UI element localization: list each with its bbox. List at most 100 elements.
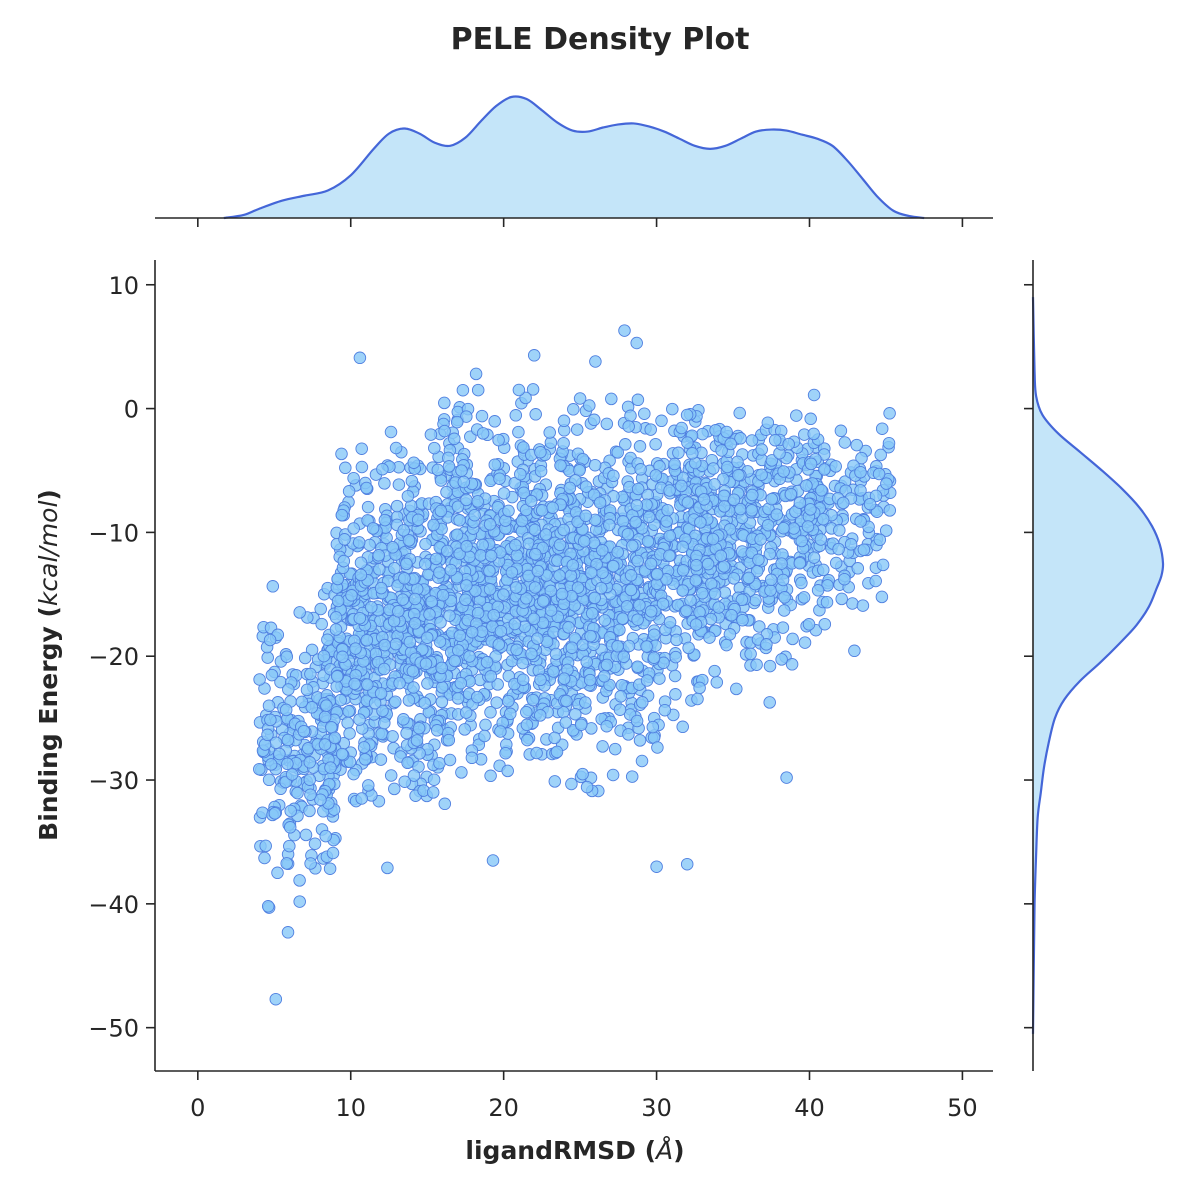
scatter-point: [755, 443, 768, 456]
scatter-point: [438, 396, 451, 410]
main-axes: 0 10 20 30 40 50 10 0 −10 −20 −30 −40 −50: [88, 260, 993, 1122]
scatter-point: [512, 425, 525, 439]
scatter-point: [776, 621, 790, 634]
scatter-point: [829, 460, 842, 473]
scatter-point: [630, 499, 644, 512]
scatter-point: [565, 777, 578, 791]
scatter-point: [613, 623, 626, 637]
scatter-point: [736, 613, 749, 627]
scatter-point: [633, 598, 646, 612]
scatter-point: [282, 683, 295, 696]
scatter-point: [400, 726, 413, 740]
scatter-point: [817, 563, 830, 577]
scatter-point: [818, 463, 831, 476]
scatter-point: [536, 594, 550, 608]
scatter-point: [499, 746, 512, 760]
scatter-point-outlier: [281, 926, 295, 939]
scatter-point: [471, 383, 485, 397]
scatter-point: [776, 573, 790, 587]
scatter-point: [782, 437, 795, 451]
scatter-point: [427, 518, 440, 532]
scatter-point: [549, 647, 563, 661]
scatter-point: [389, 637, 403, 651]
y-kde-fill: [1033, 297, 1164, 1034]
scatter-point: [314, 793, 327, 806]
scatter-point: [440, 485, 453, 499]
scatter-point: [398, 775, 411, 788]
scatter-point: [661, 503, 674, 517]
scatter-point: [680, 408, 694, 422]
scatter-point: [583, 399, 596, 412]
scatter-point: [376, 462, 389, 476]
scatter-point: [834, 424, 848, 438]
x-axis-label: ligandRMSD (Å): [465, 1136, 684, 1165]
scatter-point: [435, 695, 449, 709]
scatter-point: [646, 720, 660, 734]
scatter-point: [635, 754, 649, 768]
scatter-point: [474, 549, 487, 562]
scatter-point: [525, 647, 538, 661]
scatter-point: [649, 437, 662, 451]
scatter-point: [837, 496, 850, 510]
scatter-point: [326, 846, 340, 860]
scatter-point: [262, 699, 276, 712]
scatter-point: [795, 534, 808, 548]
scatter-point: [366, 522, 380, 535]
scatter-point: [300, 683, 314, 697]
scatter-point: [319, 829, 332, 843]
scatter-point: [517, 441, 530, 454]
right-marginal-kde: [1024, 260, 1165, 1071]
scatter-point: [567, 403, 580, 416]
scatter-point: [378, 513, 392, 527]
scatter-point: [259, 839, 272, 853]
scatter-point: [656, 597, 670, 611]
scatter-point: [584, 629, 597, 643]
scatter-point: [465, 625, 479, 639]
scatter-point: [434, 616, 447, 629]
scatter-point: [797, 591, 811, 604]
right-marginal-ticks: [1024, 283, 1033, 1029]
scatter-point: [548, 731, 561, 745]
scatter-point: [433, 635, 447, 648]
scatter-point: [566, 558, 580, 572]
scatter-point: [520, 705, 533, 719]
scatter-point: [428, 441, 441, 455]
scatter-point: [846, 597, 859, 610]
x-tick-label: 10: [335, 1094, 366, 1122]
scatter-point: [378, 477, 391, 490]
scatter-point-outlier: [269, 992, 283, 1006]
scatter-point: [488, 458, 502, 471]
scatter-point: [811, 584, 825, 597]
scatter-point: [478, 729, 491, 743]
scatter-point: [293, 895, 306, 908]
scatter-point: [396, 593, 410, 606]
scatter-point: [378, 638, 391, 652]
y-tick-label: −10: [88, 519, 139, 547]
scatter-point: [611, 545, 624, 559]
scatter-point: [308, 837, 322, 850]
scatter-point: [707, 462, 720, 475]
scatter-point: [295, 695, 309, 709]
scatter-point: [374, 687, 388, 700]
scatter-point: [647, 628, 661, 641]
scatter-point: [600, 719, 613, 733]
top-marginal-kde: [155, 95, 993, 227]
scatter-point: [491, 678, 504, 691]
scatter-point: [686, 447, 699, 460]
scatter-point: [818, 617, 832, 631]
scatter-point: [613, 703, 627, 716]
scatter-point: [451, 500, 465, 513]
scatter-point: [681, 436, 694, 449]
scatter-point: [804, 503, 817, 516]
scatter-point: [576, 767, 589, 781]
scatter-point: [335, 447, 348, 461]
scatter-point: [376, 704, 389, 718]
scatter-point: [807, 551, 821, 564]
x-tick-label: 50: [947, 1094, 978, 1122]
scatter-point: [318, 738, 332, 751]
scatter-point-outlier: [589, 355, 602, 368]
scatter-point: [494, 624, 508, 638]
scatter-point: [471, 690, 484, 704]
scatter-point: [777, 604, 791, 617]
scatter-point: [318, 710, 332, 724]
